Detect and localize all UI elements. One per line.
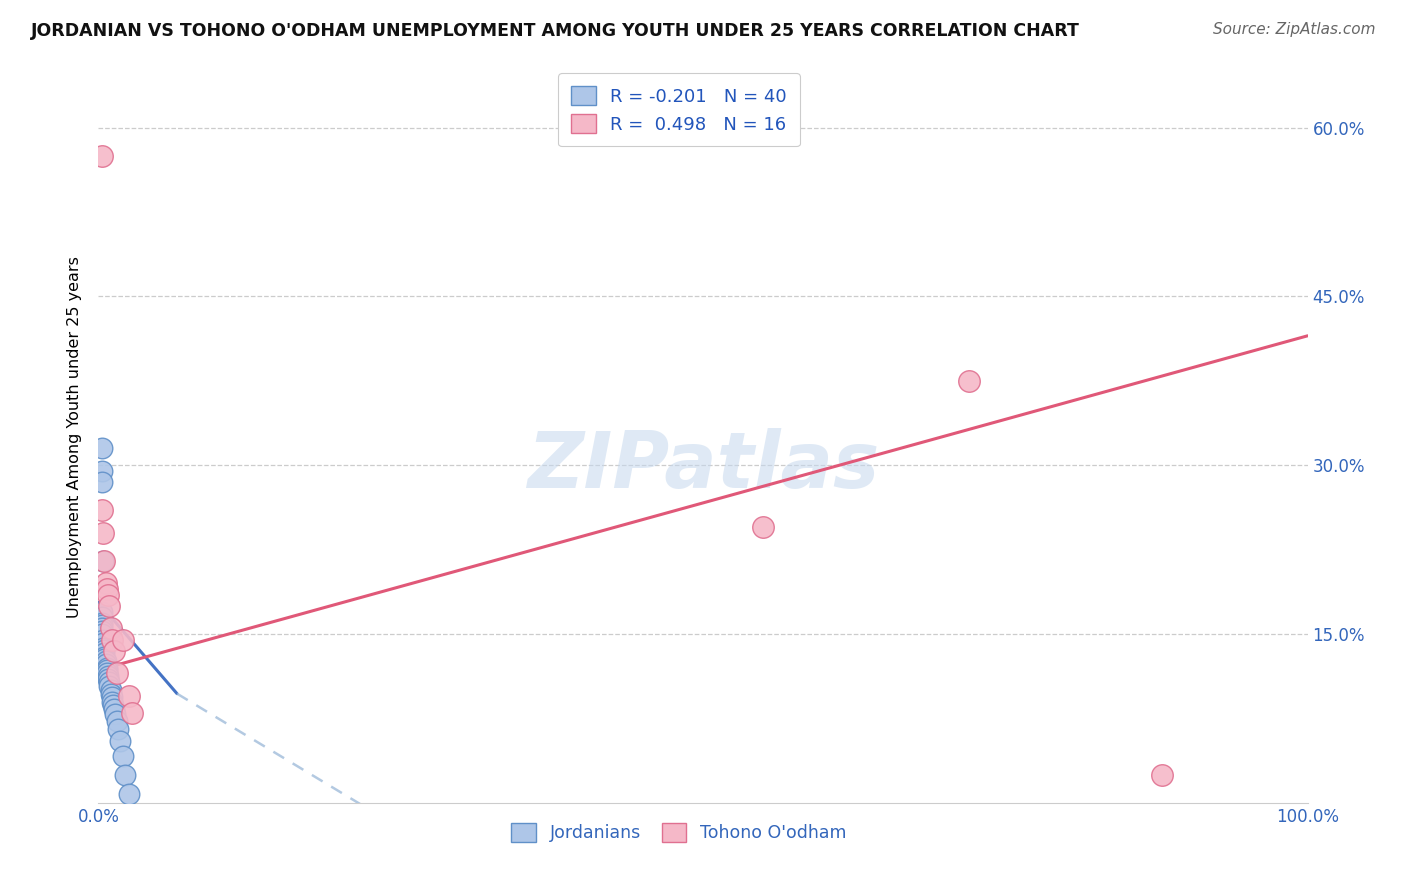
- Point: [114, 767, 136, 781]
- Point: [91, 624, 114, 638]
- Point: [111, 632, 134, 647]
- Point: [91, 475, 114, 489]
- Point: [91, 615, 114, 630]
- Point: [100, 694, 122, 708]
- Text: ZIPatlas: ZIPatlas: [527, 428, 879, 504]
- Legend: Jordanians, Tohono O'odham: Jordanians, Tohono O'odham: [505, 816, 853, 849]
- Point: [93, 554, 115, 568]
- Point: [91, 605, 114, 619]
- Point: [108, 734, 131, 748]
- Point: [98, 599, 121, 613]
- Point: [93, 646, 115, 660]
- Point: [91, 464, 114, 478]
- Point: [98, 679, 121, 693]
- Point: [91, 149, 114, 163]
- Point: [91, 640, 114, 655]
- Point: [752, 520, 775, 534]
- Point: [91, 621, 114, 635]
- Point: [91, 442, 114, 456]
- Point: [1152, 767, 1174, 781]
- Point: [103, 644, 125, 658]
- Point: [97, 588, 120, 602]
- Point: [93, 649, 115, 664]
- Point: [91, 554, 114, 568]
- Point: [121, 706, 143, 720]
- Point: [91, 632, 114, 647]
- Point: [94, 576, 117, 591]
- Point: [118, 689, 141, 703]
- Point: [111, 748, 134, 763]
- Text: JORDANIAN VS TOHONO O'ODHAM UNEMPLOYMENT AMONG YOUTH UNDER 25 YEARS CORRELATION : JORDANIAN VS TOHONO O'ODHAM UNEMPLOYMENT…: [31, 22, 1080, 40]
- Point: [94, 657, 117, 672]
- Text: Source: ZipAtlas.com: Source: ZipAtlas.com: [1212, 22, 1375, 37]
- Point: [105, 666, 128, 681]
- Point: [96, 582, 118, 596]
- Point: [91, 525, 114, 540]
- Point: [118, 787, 141, 801]
- Point: [94, 654, 117, 668]
- Point: [100, 687, 122, 701]
- Point: [97, 668, 120, 682]
- Point: [93, 652, 115, 666]
- Point: [100, 621, 122, 635]
- Point: [96, 663, 118, 677]
- Point: [103, 702, 125, 716]
- Point: [97, 672, 120, 686]
- Point: [101, 698, 124, 712]
- Point: [91, 627, 114, 641]
- Point: [96, 666, 118, 681]
- Point: [100, 690, 122, 704]
- Point: [91, 503, 114, 517]
- Point: [91, 636, 114, 650]
- Point: [91, 618, 114, 632]
- Point: [105, 714, 128, 728]
- Y-axis label: Unemployment Among Youth under 25 years: Unemployment Among Youth under 25 years: [67, 256, 83, 618]
- Point: [96, 661, 118, 675]
- Point: [91, 610, 114, 624]
- Point: [104, 706, 127, 721]
- Point: [100, 683, 122, 698]
- Point: [93, 642, 115, 657]
- Point: [957, 374, 980, 388]
- Point: [100, 632, 122, 647]
- Point: [98, 675, 121, 690]
- Point: [107, 722, 129, 736]
